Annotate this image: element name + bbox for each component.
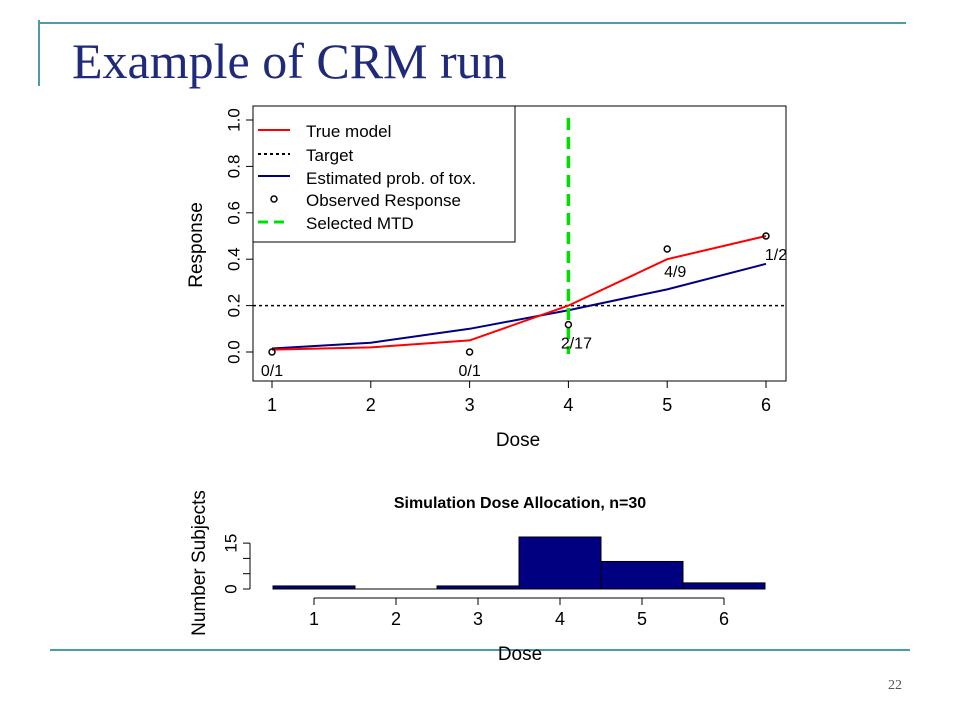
histogram-title: Simulation Dose Allocation, n=30 [394, 495, 646, 512]
observed-point [663, 245, 671, 253]
x-tick-label: 4 [563, 395, 573, 415]
x-tick-label: 3 [465, 395, 475, 415]
x-tick-label: 1 [267, 395, 277, 415]
histogram-bar [436, 585, 520, 590]
chart-marks: 0/1 0/1 2/17 4/9 1/2 [253, 118, 787, 380]
observed-label: 0/1 [261, 363, 283, 380]
histogram-bars [272, 536, 766, 590]
x-tick-label: 6 [761, 395, 771, 415]
observed-point [268, 348, 276, 356]
observed-point [564, 320, 573, 329]
legend-label-target: Target [306, 146, 354, 165]
x-axis-label: Dose [496, 430, 540, 451]
observed-label: 0/1 [458, 363, 480, 380]
histogram-bar [518, 536, 602, 590]
histogram-x-tick-label: 2 [391, 609, 401, 629]
true-model-line [271, 235, 767, 351]
estimated-prob-line [271, 262, 767, 350]
legend-box [252, 105, 516, 243]
legend: True model Target Estimated prob. of tox… [252, 105, 516, 243]
histogram-x-tick-label: 1 [309, 609, 319, 629]
y-tick-label: 0.8 [224, 155, 243, 179]
page-number: 22 [888, 678, 902, 693]
legend-label-true-model: True model [306, 122, 391, 141]
x-tick-label: 5 [662, 395, 672, 415]
y-axis-ticks: 0.0 0.2 0.4 0.6 0.8 1.0 [224, 108, 253, 364]
y-tick-label: 1.0 [224, 108, 243, 132]
y-tick-label: 0.2 [224, 294, 243, 318]
legend-label-selected-mtd: Selected MTD [306, 214, 414, 233]
y-tick-label: 0.4 [224, 247, 243, 271]
legend-label-observed: Observed Response [306, 191, 461, 210]
histogram-x-tick-label: 5 [637, 609, 647, 629]
histogram-bar [272, 585, 356, 590]
observed-label: 1/2 [765, 247, 787, 264]
x-tick-label: 2 [366, 395, 376, 415]
histogram-y-ticks: 0 15 [221, 534, 251, 594]
legend-swatch-observed [270, 195, 278, 203]
y-axis-label: Response [186, 202, 207, 288]
histogram-bar [682, 582, 766, 590]
x-axis-ticks: 1 2 3 4 5 6 [267, 381, 771, 415]
plot1-frame [252, 105, 787, 382]
histogram-y-tick-label: 0 [221, 584, 240, 593]
y-tick-label: 0.0 [224, 340, 243, 364]
histogram-x-ticks: 1 2 3 4 5 6 [309, 597, 729, 629]
histogram-bar [600, 560, 684, 590]
observed-point [762, 232, 770, 240]
slide-title: Example of CRM run [72, 33, 507, 89]
y-tick-label: 0.6 [224, 201, 243, 225]
observed-point [465, 348, 474, 356]
histogram-x-tick-label: 4 [555, 609, 565, 629]
histogram-y-axis-label: Number Subjects [189, 490, 210, 636]
observed-label: 4/9 [664, 264, 686, 281]
observed-label: 2/17 [561, 336, 592, 353]
histogram-x-tick-label: 3 [473, 609, 483, 629]
legend-label-estimated: Estimated prob. of tox. [306, 169, 476, 188]
histogram-y-tick-label: 15 [221, 534, 240, 553]
histogram-x-axis-label: Dose [498, 644, 542, 665]
histogram-x-tick-label: 6 [719, 609, 729, 629]
